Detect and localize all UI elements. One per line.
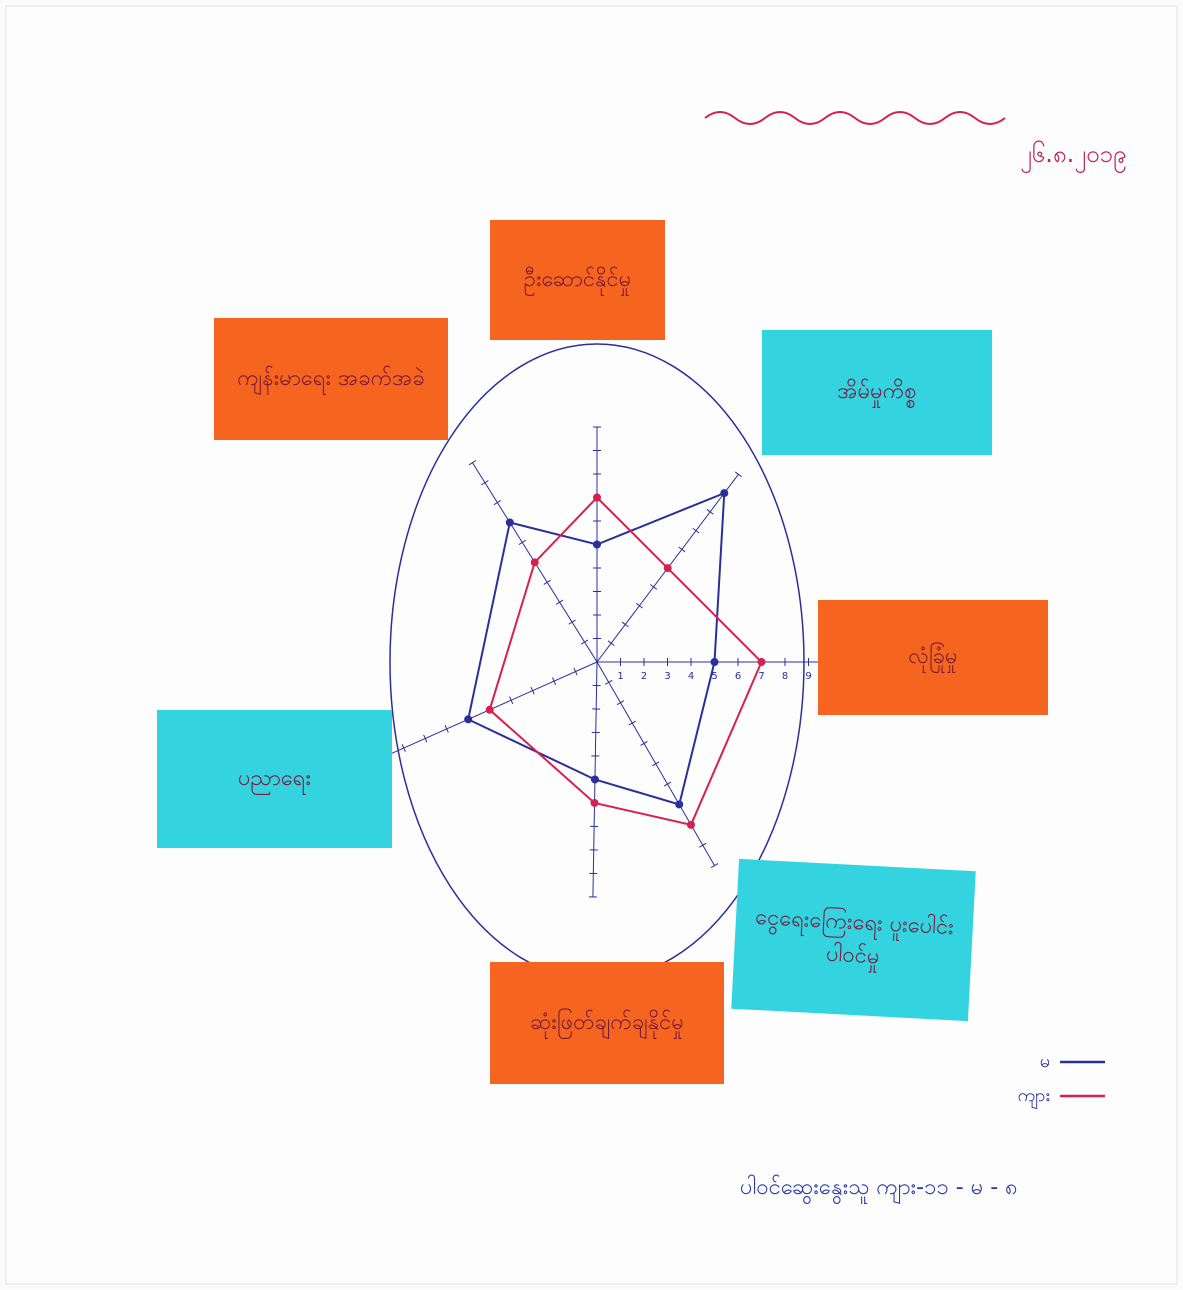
tick-mark — [628, 720, 636, 726]
series-point — [505, 518, 514, 527]
tick-label: 7 — [758, 671, 764, 682]
series-point — [710, 658, 719, 666]
tick-label: 8 — [782, 671, 788, 682]
tick-mark — [607, 640, 615, 647]
legend-label: မ — [1040, 1051, 1050, 1072]
category-label: ငွေရေးကြေးရေး ပူးပေါင်း ပါဝင်မှု — [731, 858, 976, 1022]
category-label: လုံခြုံမှု — [818, 600, 1048, 715]
tick-label: 4 — [688, 671, 694, 682]
tick-mark — [652, 761, 660, 767]
tick-mark — [555, 599, 564, 605]
tick-mark — [663, 781, 672, 787]
tick-mark — [551, 677, 557, 685]
tick-mark — [423, 734, 428, 743]
tick-mark — [543, 579, 551, 585]
category-label: ဆုံးဖြတ်ချက်ချနိုင်မှု — [490, 962, 724, 1084]
tick-mark — [678, 546, 686, 553]
tick-label: 3 — [664, 671, 670, 682]
tick-mark — [468, 460, 477, 466]
tick-mark — [509, 696, 514, 705]
tick-mark — [692, 527, 700, 534]
tick-label: 6 — [735, 671, 741, 682]
series-point — [593, 493, 601, 502]
category-label: အိမ်မှုကိစ္စ — [762, 330, 992, 455]
tick-mark — [635, 602, 643, 609]
category-label: ပညာရေး — [157, 710, 392, 848]
tick-mark — [530, 686, 535, 695]
series-line — [467, 491, 726, 806]
tick-mark — [699, 842, 707, 848]
category-label: ကျန်းမာရေး အခက်အခဲ — [214, 318, 448, 440]
series-point — [530, 558, 539, 567]
participants-note: ပါဝင်ဆွေးနွေးသူ ကျား-၁၁ - မ - ၈ — [740, 1175, 1018, 1200]
series-point — [757, 658, 766, 666]
tick-mark — [518, 539, 526, 545]
tick-mark — [481, 480, 489, 486]
tick-mark — [401, 744, 406, 752]
tick-mark — [640, 740, 648, 746]
series-point — [675, 800, 684, 809]
series-point — [687, 820, 695, 829]
series-point — [663, 564, 672, 573]
tick-mark — [650, 584, 658, 590]
legend-label: ကျား — [1018, 1085, 1050, 1109]
tick-mark — [616, 700, 625, 706]
series-line — [488, 496, 763, 826]
series-point — [590, 775, 599, 784]
tick-mark — [734, 471, 742, 478]
date: ၂၆.၈.၂၀၁၉ — [1020, 140, 1127, 168]
tick-mark — [444, 725, 449, 733]
series-point — [464, 715, 473, 724]
series-point — [590, 798, 599, 807]
tick-mark — [605, 679, 613, 685]
tick-mark — [621, 621, 629, 628]
series-point — [485, 705, 494, 714]
category-label: ဦးဆောင်နိုင်မှု — [490, 220, 665, 340]
tick-label: 9 — [805, 671, 811, 682]
tick-label: 5 — [711, 671, 717, 682]
tick-label: 2 — [641, 671, 647, 682]
tick-mark — [573, 667, 578, 676]
tick-label: 1 — [617, 671, 623, 682]
tick-mark — [493, 500, 502, 506]
tick-mark — [710, 863, 719, 868]
tick-mark — [706, 509, 714, 515]
series-point — [720, 489, 729, 498]
tick-mark — [580, 639, 589, 645]
underline — [704, 111, 1006, 125]
tick-mark — [568, 619, 576, 625]
series-point — [593, 540, 601, 549]
